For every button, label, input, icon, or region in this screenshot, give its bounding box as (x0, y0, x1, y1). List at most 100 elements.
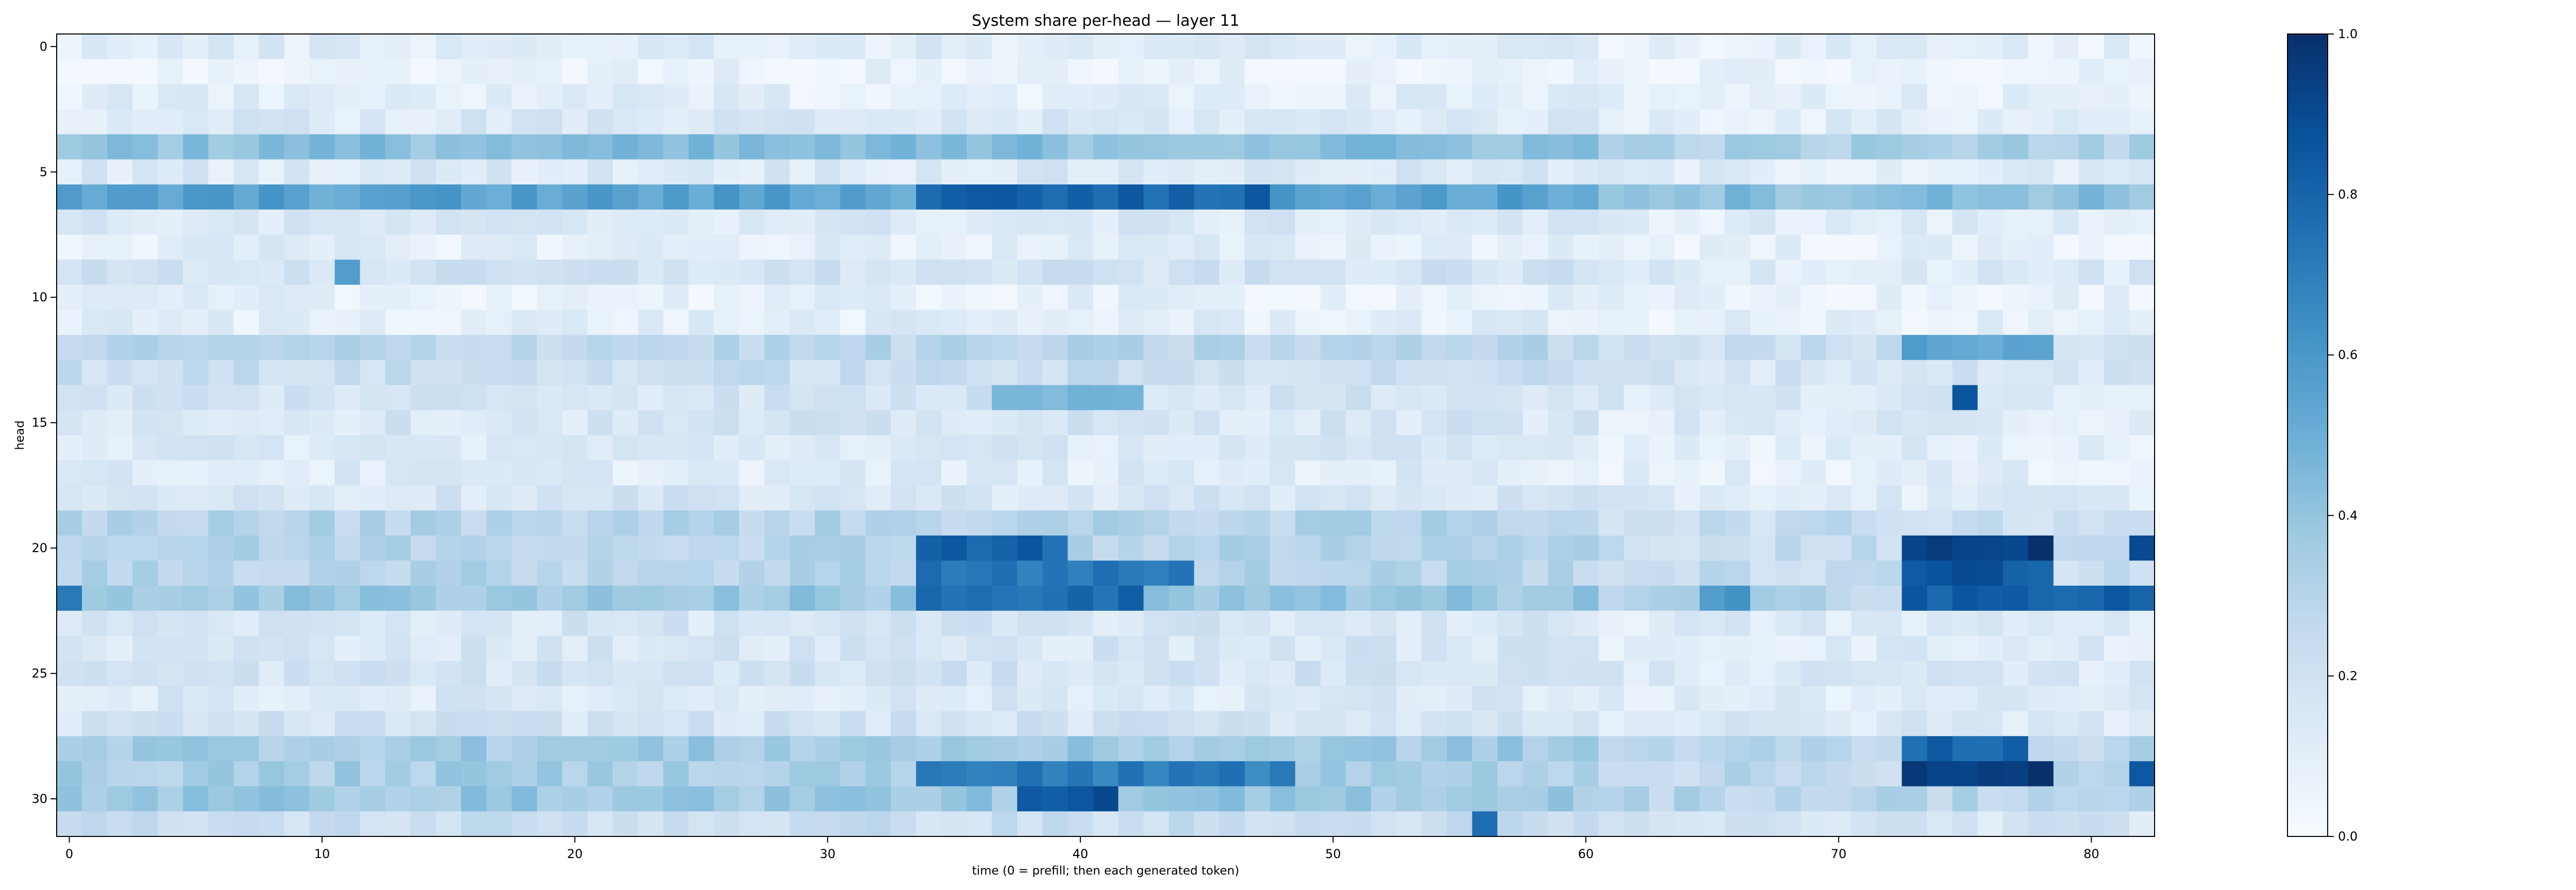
heatmap-cell (1801, 435, 1826, 461)
heatmap-cell (208, 109, 234, 135)
heatmap-cell (1977, 234, 2004, 260)
heatmap-cell (1168, 84, 1195, 110)
heatmap-cell (1977, 435, 2004, 461)
heatmap-cell (1244, 560, 1270, 586)
heatmap-cell (1295, 560, 1321, 586)
heatmap-cell (967, 84, 992, 110)
heatmap-cell (1902, 385, 1928, 410)
heatmap-cell (1295, 360, 1321, 386)
heatmap-cell (1750, 786, 1776, 812)
heatmap-cell (2129, 84, 2155, 110)
heatmap-cell (2104, 560, 2130, 586)
heatmap-cell (1320, 234, 1346, 260)
heatmap-cell (815, 711, 841, 737)
heatmap-cell (789, 34, 816, 60)
heatmap-cell (132, 761, 158, 787)
heatmap-cell (1724, 184, 1751, 210)
heatmap-cell (1952, 485, 1978, 511)
heatmap-cell (815, 761, 841, 787)
heatmap-cell (739, 460, 765, 486)
heatmap-cell (2053, 811, 2079, 837)
heatmap-cell (1902, 84, 1928, 110)
heatmap-cell (410, 234, 436, 260)
heatmap-cell (1219, 460, 1245, 486)
heatmap-cell (2078, 661, 2105, 687)
heatmap-cell (183, 560, 209, 586)
heatmap-cell (2104, 535, 2130, 561)
heatmap-cell (512, 84, 537, 110)
heatmap-cell (1826, 460, 1852, 486)
heatmap-cell (1320, 560, 1346, 586)
heatmap-cell (1851, 184, 1877, 210)
heatmap-cell (107, 209, 133, 235)
heatmap-cell (1168, 560, 1195, 586)
heatmap-cell (1143, 84, 1170, 110)
heatmap-cell (1876, 310, 1902, 335)
heatmap-cell (1067, 134, 1094, 160)
heatmap-cell (1396, 184, 1422, 210)
heatmap-cell (1548, 134, 1574, 160)
heatmap-cell (1522, 661, 1549, 687)
heatmap-cell (1118, 385, 1144, 410)
heatmap-cell (1801, 711, 1826, 737)
y-tick-label: 0 (40, 39, 47, 54)
heatmap-cell (1674, 184, 1700, 210)
heatmap-cell (688, 360, 715, 386)
heatmap-cell (1472, 761, 1498, 787)
heatmap-cell (309, 586, 335, 611)
heatmap-cell (1168, 586, 1195, 611)
heatmap-cell (183, 786, 209, 812)
heatmap-cell (967, 485, 992, 511)
heatmap-cell (1320, 761, 1346, 787)
heatmap-cell (461, 410, 487, 436)
heatmap-cell (638, 636, 664, 661)
heatmap-cell (840, 686, 866, 712)
heatmap-cell (1067, 184, 1094, 210)
heatmap-cell (992, 159, 1018, 185)
heatmap-cell (941, 59, 967, 84)
heatmap-cell (1699, 360, 1725, 386)
heatmap-cell (1219, 686, 1245, 712)
heatmap-cell (1118, 84, 1144, 110)
heatmap-cell (1396, 636, 1422, 661)
heatmap-cell (739, 811, 765, 837)
heatmap-cell (562, 260, 588, 285)
heatmap-cell (1017, 711, 1043, 737)
heatmap-cell (486, 736, 512, 762)
heatmap-cell (385, 59, 411, 84)
heatmap-cell (1371, 686, 1397, 712)
heatmap-cell (1093, 385, 1119, 410)
heatmap-cell (334, 786, 361, 812)
heatmap-cell (1724, 435, 1751, 461)
heatmap-cell (587, 711, 613, 737)
heatmap-cell (1219, 335, 1245, 361)
heatmap-cell (562, 410, 588, 436)
heatmap-cell (1143, 460, 1170, 486)
heatmap-cell (1371, 335, 1397, 361)
heatmap-cell (1573, 686, 1599, 712)
heatmap-cell (1346, 586, 1371, 611)
heatmap-cell (992, 335, 1018, 361)
heatmap-cell (1421, 535, 1447, 561)
heatmap-cell (1876, 711, 1902, 737)
heatmap-cell (486, 435, 512, 461)
heatmap-cell (1876, 510, 1902, 536)
heatmap-cell (2129, 159, 2155, 185)
heatmap-cell (537, 385, 563, 410)
heatmap-cell (1851, 360, 1877, 386)
heatmap-cell (1977, 661, 2004, 687)
heatmap-cell (1346, 284, 1371, 311)
heatmap-cell (1219, 560, 1245, 586)
heatmap-cell (992, 260, 1018, 285)
heatmap-cell (789, 234, 816, 260)
heatmap-cell (1219, 610, 1245, 637)
heatmap-cell (1573, 610, 1599, 637)
heatmap-cell (208, 586, 234, 611)
heatmap-cell (941, 610, 967, 637)
heatmap-cell (385, 284, 411, 311)
heatmap-cell (587, 360, 613, 386)
heatmap-cell (1775, 686, 1801, 712)
heatmap-cell (562, 109, 588, 135)
heatmap-cell (562, 159, 588, 185)
heatmap-cell (587, 310, 613, 335)
